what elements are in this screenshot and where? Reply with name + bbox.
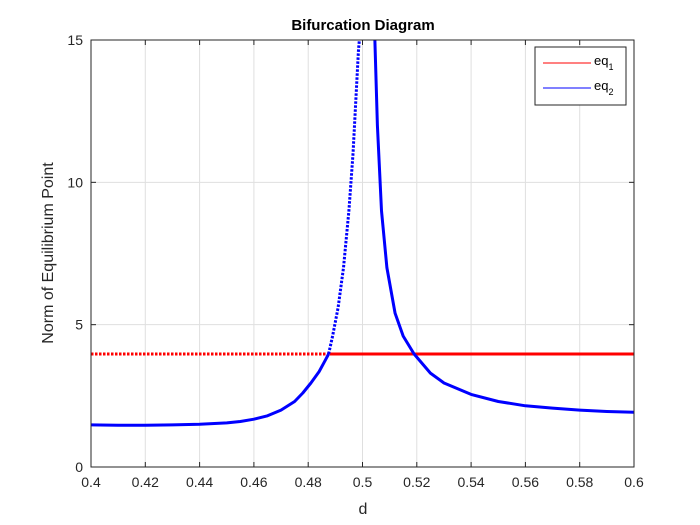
y-tick-label: 10 [67, 174, 83, 190]
series-line-2-dotted [327, 40, 361, 355]
x-tick-label: 0.4 [81, 474, 101, 490]
legend-label: eq1 [594, 53, 613, 72]
legend-label: eq2 [594, 78, 613, 97]
chart-title: Bifurcation Diagram [291, 17, 434, 34]
x-axis-label: d [359, 501, 368, 518]
legend-box [534, 46, 627, 106]
x-tick-label: 0.6 [624, 474, 644, 490]
y-tick-label: 0 [75, 459, 83, 475]
x-tick-label: 0.46 [240, 474, 267, 490]
x-tick-label: 0.56 [512, 474, 539, 490]
x-tick-label: 0.42 [132, 474, 159, 490]
x-tick-label: 0.5 [353, 474, 373, 490]
series-line-2-solid [373, 40, 634, 414]
legend-label-base: eq [594, 78, 608, 93]
legend-label-base: eq [594, 53, 608, 68]
x-tick-label: 0.58 [566, 474, 593, 490]
legend-label-subscript: 1 [608, 62, 613, 72]
x-tick-label: 0.44 [186, 474, 213, 490]
x-tick-label: 0.52 [403, 474, 430, 490]
axis-ticks: 0.4 0.42 0.44 0.46 0.48 0.5 0.52 0.54 0.56 0.58 0.… [67, 32, 644, 490]
y-axis-label: Norm of Equilibrium Point [40, 162, 57, 344]
y-tick-label: 15 [67, 32, 83, 48]
series-line-2-solid [91, 353, 330, 427]
x-tick-label: 0.54 [457, 474, 484, 490]
series-layer [91, 40, 634, 427]
y-tick-label: 5 [75, 317, 83, 333]
x-tick-label: 0.48 [295, 474, 322, 490]
legend-label-subscript: 2 [608, 87, 613, 97]
